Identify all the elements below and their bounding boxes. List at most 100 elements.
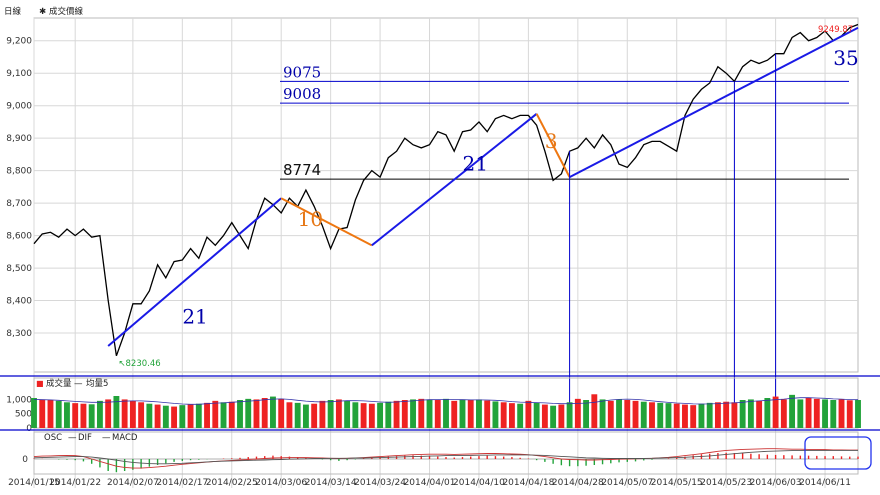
- price-y-tick-label: 8,700: [6, 199, 32, 209]
- volume-avg-legend-label: 均量5: [86, 378, 108, 389]
- pullback-line: [280, 197, 373, 247]
- volume-bar: [649, 402, 655, 428]
- volume-bar: [690, 405, 697, 428]
- volume-bar: [47, 400, 54, 428]
- volume-bar: [278, 398, 285, 428]
- price-y-tick-label: 8,500: [6, 264, 32, 274]
- volume-bar: [616, 399, 622, 428]
- volume-bar: [55, 400, 62, 428]
- macd-y-tick-label: 0: [22, 455, 28, 465]
- price-y-tick-label: 8,400: [6, 297, 32, 307]
- macd-legend-label: DIF: [78, 433, 92, 443]
- volume-bar: [533, 402, 540, 428]
- volume-bar: [179, 405, 186, 428]
- volume-average-line: [33, 397, 859, 405]
- volume-bar: [286, 402, 293, 428]
- volume-bar: [311, 403, 318, 428]
- volume-bar: [640, 401, 647, 428]
- volume-bar: [780, 399, 787, 428]
- volume-bar: [146, 403, 153, 428]
- price-line: [33, 23, 859, 357]
- volume-y-tick-label: 500: [15, 410, 32, 420]
- volume-bar: [789, 394, 796, 428]
- volume-bar: [113, 396, 120, 428]
- volume-legend-marker: ■: [36, 379, 44, 388]
- volume-bar: [525, 400, 532, 428]
- volume-bar: [253, 399, 260, 428]
- volume-bar: [204, 402, 210, 428]
- wave-count-label: 21: [462, 152, 487, 176]
- volume-bar: [121, 399, 128, 428]
- volume-bar: [451, 400, 458, 428]
- macd-legend-dash: —: [68, 433, 77, 443]
- volume-bar: [476, 399, 482, 428]
- volume-bar: [319, 400, 326, 428]
- volume-bar: [434, 400, 441, 428]
- volume-bar: [467, 400, 474, 428]
- dif-line: [33, 448, 858, 469]
- volume-bar: [187, 404, 194, 428]
- volume-bar: [714, 402, 721, 428]
- x-tick-label: 2014/03/06: [255, 478, 307, 488]
- macd-legend-label: OSC: [44, 433, 62, 443]
- price-y-tick-label: 8,600: [6, 232, 32, 242]
- volume-bar: [270, 396, 276, 428]
- volume-bar: [410, 399, 416, 428]
- volume-bar: [335, 399, 342, 428]
- volume-bar: [632, 400, 639, 428]
- volume-bar: [558, 404, 565, 428]
- volume-bar: [583, 400, 590, 428]
- chart-period-label: 日線: [4, 6, 22, 17]
- volume-bar: [607, 400, 614, 428]
- volume-legend-label: 成交量: [46, 378, 72, 389]
- price-legend-label: 成交價線: [49, 6, 84, 17]
- volume-bar: [385, 401, 392, 428]
- wave-count-label: 10: [298, 207, 323, 231]
- volume-bar: [805, 398, 812, 428]
- volume-bar: [846, 400, 853, 428]
- price-legend-marker: ✱: [39, 7, 46, 17]
- volume-bar: [360, 403, 367, 428]
- x-tick-label: 2014/06/03: [750, 478, 802, 488]
- uptrend-line: [371, 113, 538, 247]
- pullback-line: [535, 113, 571, 178]
- highlight-box: [804, 436, 872, 470]
- x-tick-label: 2014/04/18: [502, 478, 554, 488]
- volume-bar: [344, 400, 351, 428]
- volume-legend-dash: —: [74, 379, 83, 389]
- volume-bar: [698, 403, 705, 428]
- volume-bar: [162, 405, 169, 428]
- volume-bar: [105, 399, 112, 428]
- volume-panel: ■ 成交量 — 均量5 0 500 1,000: [0, 377, 880, 434]
- volume-bar: [492, 401, 499, 428]
- volume-bar: [673, 403, 680, 428]
- volume-bar: [599, 399, 606, 428]
- volume-bar: [500, 402, 507, 428]
- volume-bar: [517, 403, 524, 428]
- volume-bar: [764, 398, 771, 428]
- macd-plot-frame: [33, 431, 859, 475]
- macd-line: [33, 449, 858, 465]
- x-tick-label: 2014/04/28: [552, 478, 604, 488]
- volume-bar: [138, 402, 145, 428]
- volume-bar: [80, 403, 87, 428]
- x-tick-label: 2014/04/01: [404, 478, 456, 488]
- volume-bar: [31, 398, 37, 428]
- price-panel: 8,300 8,400 8,500 8,600 8,700 8,800 8,900 9,000…: [0, 6, 880, 488]
- volume-bar: [418, 398, 425, 428]
- x-tick-label: 2014/01/15: [8, 478, 60, 488]
- uptrend-line: [107, 197, 282, 347]
- volume-bar: [154, 404, 161, 428]
- x-tick-label: 2014/05/23: [700, 478, 752, 488]
- volume-bar: [508, 403, 515, 428]
- volume-bar: [72, 403, 79, 428]
- volume-bar: [813, 398, 820, 428]
- macd-legend-label: MACD: [112, 433, 138, 443]
- volume-bar: [88, 404, 95, 428]
- volume-bar: [401, 400, 408, 428]
- level-label: 9008: [283, 85, 321, 103]
- volume-bar: [368, 403, 375, 428]
- x-tick-label: 2014/03/24: [354, 478, 406, 488]
- x-tick-label: 2014/02/25: [206, 478, 258, 488]
- volume-bar: [739, 400, 746, 428]
